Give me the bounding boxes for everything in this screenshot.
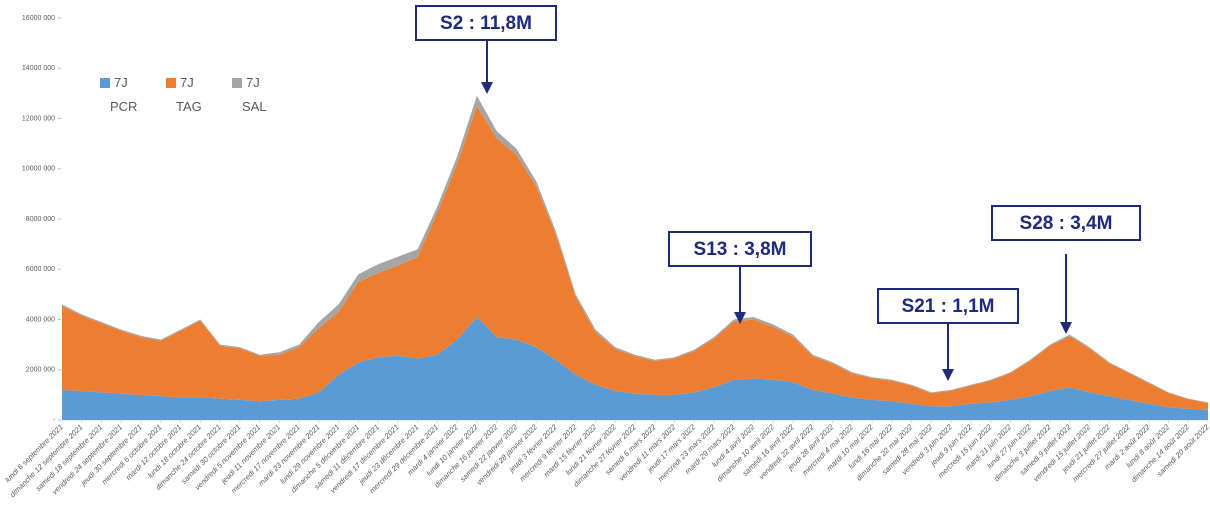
legend-line: PCR [110, 99, 137, 114]
y-tick-label: 10000 000 [22, 166, 55, 173]
annotation-arrowhead [734, 312, 746, 324]
annotation-text: S28 : 3,4M [1020, 213, 1113, 234]
area [62, 317, 1208, 420]
y-tick-label: 6000 000 [26, 266, 55, 273]
legend-line: 7J [114, 75, 128, 90]
annotation-arrowhead [1060, 322, 1072, 334]
legend-label: 7J SAL [242, 75, 267, 114]
legend-line: SAL [242, 99, 267, 114]
y-tick-label: 14000 000 [22, 65, 55, 72]
y-tick-label: 16000 000 [22, 15, 55, 22]
legend-swatch [166, 78, 176, 88]
area [62, 105, 1208, 410]
annotation-arrowhead [481, 82, 493, 94]
annotation-box [991, 205, 1141, 241]
y-tick-label: 4000 000 [26, 316, 55, 323]
y-tick-label: 2000 000 [26, 367, 55, 374]
legend-swatch [100, 78, 110, 88]
legend-swatch [232, 78, 242, 88]
legend-line: 7J [246, 75, 260, 90]
annotation-text: S13 : 3,8M [694, 239, 787, 260]
annotation-box [877, 288, 1019, 324]
legend-line: 7J [180, 75, 194, 90]
annotation-text: S21 : 1,1M [902, 296, 995, 317]
y-tick-label: 8000 000 [26, 216, 55, 223]
y-tick-label: 12000 000 [22, 115, 55, 122]
legend-label: 7J TAG [176, 75, 202, 114]
legend-label: 7J PCR [110, 75, 137, 114]
annotation-text: S2 : 11,8M [440, 13, 532, 34]
y-tick-label: - [53, 417, 56, 424]
legend-line: TAG [176, 99, 202, 114]
annotation-arrowhead [942, 369, 954, 381]
